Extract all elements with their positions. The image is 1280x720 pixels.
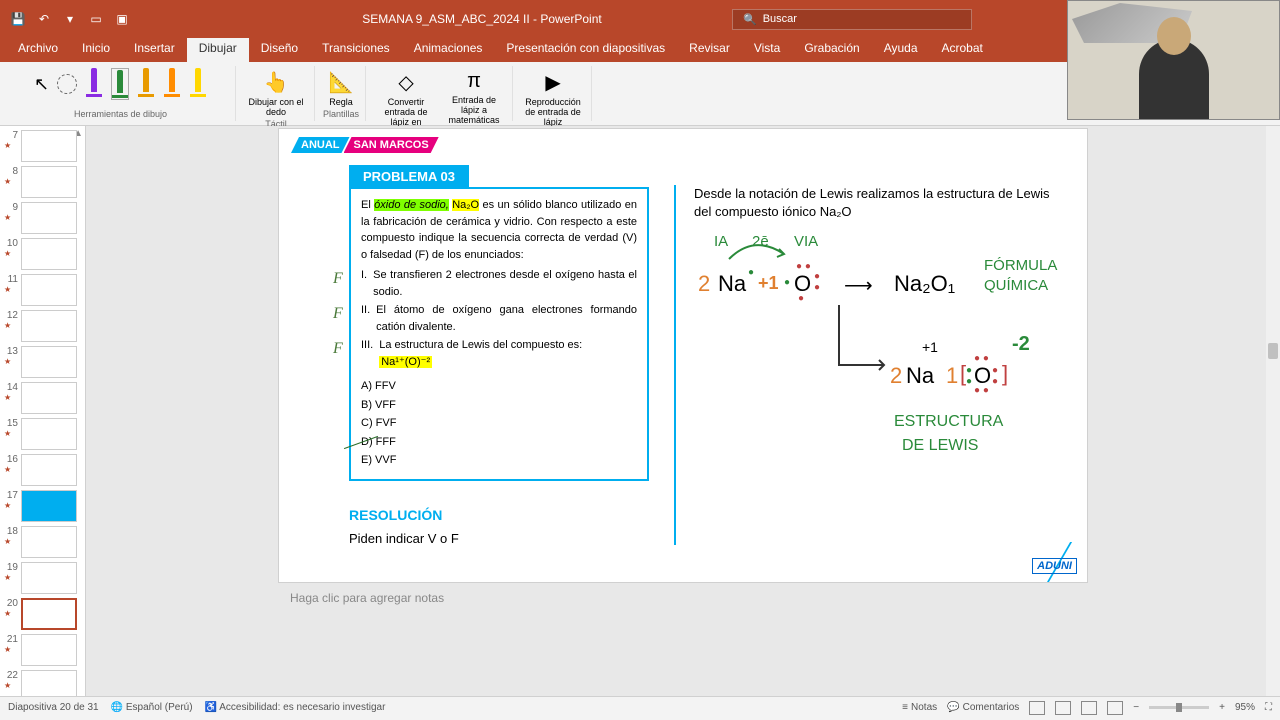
slide-thumb-19[interactable]: 19★	[4, 562, 81, 594]
search-icon: 🔍	[743, 13, 757, 26]
badge-anual: ANUAL	[291, 137, 350, 153]
webcam-overlay	[1067, 0, 1280, 120]
ruler-button[interactable]: 📐 Regla	[325, 68, 358, 109]
slideshow-view-icon[interactable]	[1107, 701, 1123, 715]
pen-green[interactable]	[111, 68, 129, 100]
search-placeholder: Buscar	[763, 13, 797, 25]
options: A) FFV B) VFF C) FVF D) FFF E) VVF	[361, 378, 637, 469]
menu-inicio[interactable]: Inicio	[70, 38, 122, 62]
vertical-scrollbar[interactable]	[1266, 126, 1280, 696]
window-title: SEMANA 9_ASM_ABC_2024 II - PowerPoint	[132, 12, 712, 26]
slide-thumb-16[interactable]: 16★	[4, 454, 81, 486]
menu-animaciones[interactable]: Animaciones	[402, 38, 495, 62]
access-label[interactable]: ♿ Accesibilidad: es necesario investigar	[205, 702, 386, 713]
menu-ayuda[interactable]: Ayuda	[872, 38, 930, 62]
start-icon[interactable]: ▭	[86, 9, 106, 29]
slide-thumb-12[interactable]: 12★	[4, 310, 81, 342]
replay-icon: ▶	[545, 70, 560, 95]
slide-thumb-13[interactable]: 13★	[4, 346, 81, 378]
menu-presentacion[interactable]: Presentación con diapositivas	[494, 38, 677, 62]
ribbon-group-tools-label: Herramientas de dibujo	[74, 109, 167, 119]
slide-thumb-18[interactable]: 18★	[4, 526, 81, 558]
slide-canvas[interactable]: ANUAL SAN MARCOS PROBLEMA 03 El óxido de…	[278, 128, 1088, 583]
slide-thumb-14[interactable]: 14★	[4, 382, 81, 414]
menu-grabacion[interactable]: Grabación	[792, 38, 871, 62]
comments-button[interactable]: 💬 Comentarios	[947, 702, 1019, 713]
slide-thumb-15[interactable]: 15★	[4, 418, 81, 450]
slide-panel[interactable]: ▲ 7★8★9★10★11★12★13★14★15★16★17★18★19★20…	[0, 126, 86, 696]
menu-acrobat[interactable]: Acrobat	[930, 38, 995, 62]
reading-view-icon[interactable]	[1081, 701, 1097, 715]
scroll-handle[interactable]	[1268, 343, 1278, 359]
notes-button[interactable]: ≡ Notas	[902, 702, 937, 713]
math-icon: π	[467, 70, 481, 93]
hl-na2o: Na₂O	[452, 199, 479, 211]
slide-thumb-9[interactable]: 9★	[4, 202, 81, 234]
menu-revisar[interactable]: Revisar	[677, 38, 742, 62]
redo-icon[interactable]: ▾	[60, 9, 80, 29]
ribbon-plantillas-label: Plantillas	[323, 109, 359, 119]
zoom-in-icon[interactable]: +	[1219, 702, 1225, 713]
present-icon[interactable]: ▣	[112, 9, 132, 29]
lang-label[interactable]: 🌐 Español (Perú)	[111, 702, 193, 713]
menu-vista[interactable]: Vista	[742, 38, 792, 62]
hl-orange[interactable]	[163, 68, 181, 100]
badge-sanmarcos: SAN MARCOS	[344, 137, 439, 153]
ink-replay-button[interactable]: ▶ Reproducción de entrada de lápiz	[521, 68, 585, 129]
hl-yellow[interactable]	[189, 68, 207, 100]
menu-diseno[interactable]: Diseño	[249, 38, 310, 62]
save-icon[interactable]: 💾	[8, 9, 28, 29]
menu-archivo[interactable]: Archivo	[6, 38, 70, 62]
chemistry-diagram: IA 2ē VIA 2 Na ● +1 ● O ● ● ●● ● ⟶ Na₂O₁…	[694, 229, 1074, 509]
fit-icon[interactable]: ⛶	[1265, 702, 1272, 713]
slide-thumb-7[interactable]: 7★	[4, 130, 81, 162]
zoom-out-icon[interactable]: −	[1133, 702, 1139, 713]
f-mark-1: F	[333, 267, 343, 291]
hl-oxido: óxido de sodio,	[374, 199, 449, 211]
slide-stage: ANUAL SAN MARCOS PROBLEMA 03 El óxido de…	[86, 126, 1280, 696]
pen-orange[interactable]	[137, 68, 155, 100]
resolucion-label: RESOLUCIÓN	[349, 507, 442, 523]
finger-icon: 👆	[264, 70, 289, 95]
menu-dibujar[interactable]: Dibujar	[187, 38, 249, 62]
slide-thumb-22[interactable]: 22★	[4, 670, 81, 696]
shape-icon: ◇	[398, 70, 413, 95]
zoom-slider[interactable]	[1149, 706, 1209, 709]
f-mark-2: F	[333, 302, 343, 326]
aduni-logo: ADUNI	[1032, 558, 1077, 574]
search-box[interactable]: 🔍 Buscar	[732, 9, 972, 30]
problema-box: El óxido de sodio, Na₂O es un sólido bla…	[349, 187, 649, 481]
hl-formula: Na¹⁺(O)⁻²	[379, 356, 432, 368]
slide-thumb-17[interactable]: 17★	[4, 490, 81, 522]
menu-transiciones[interactable]: Transiciones	[310, 38, 402, 62]
notes-area[interactable]: Haga clic para agregar notas	[278, 583, 1088, 613]
ruler-icon: 📐	[329, 70, 354, 95]
problema-header: PROBLEMA 03	[349, 165, 469, 188]
right-text: Desde la notación de Lewis realizamos la…	[694, 185, 1064, 221]
slide-thumb-20[interactable]: 20★	[4, 598, 81, 630]
normal-view-icon[interactable]	[1029, 701, 1045, 715]
slide-thumb-10[interactable]: 10★	[4, 238, 81, 270]
statusbar: Diapositiva 20 de 31 🌐 Español (Perú) ♿ …	[0, 696, 1280, 718]
menu-insertar[interactable]: Insertar	[122, 38, 187, 62]
pen-purple[interactable]	[85, 68, 103, 100]
slide-thumb-11[interactable]: 11★	[4, 274, 81, 306]
sorter-view-icon[interactable]	[1055, 701, 1071, 715]
slide-counter[interactable]: Diapositiva 20 de 31	[8, 702, 99, 713]
draw-finger-button[interactable]: 👆 Dibujar con el dedo	[244, 68, 308, 119]
slide-thumb-21[interactable]: 21★	[4, 634, 81, 666]
f-mark-3: F	[333, 337, 343, 361]
undo-icon[interactable]: ↶	[34, 9, 54, 29]
main-area: ▲ 7★8★9★10★11★12★13★14★15★16★17★18★19★20…	[0, 126, 1280, 696]
piden-text: Piden indicar V o F	[349, 531, 459, 546]
divider	[674, 185, 676, 545]
cursor-tool-icon[interactable]: ↖	[34, 74, 49, 95]
lasso-tool-icon[interactable]	[57, 74, 77, 94]
zoom-level[interactable]: 95%	[1235, 702, 1255, 713]
slide-thumb-8[interactable]: 8★	[4, 166, 81, 198]
